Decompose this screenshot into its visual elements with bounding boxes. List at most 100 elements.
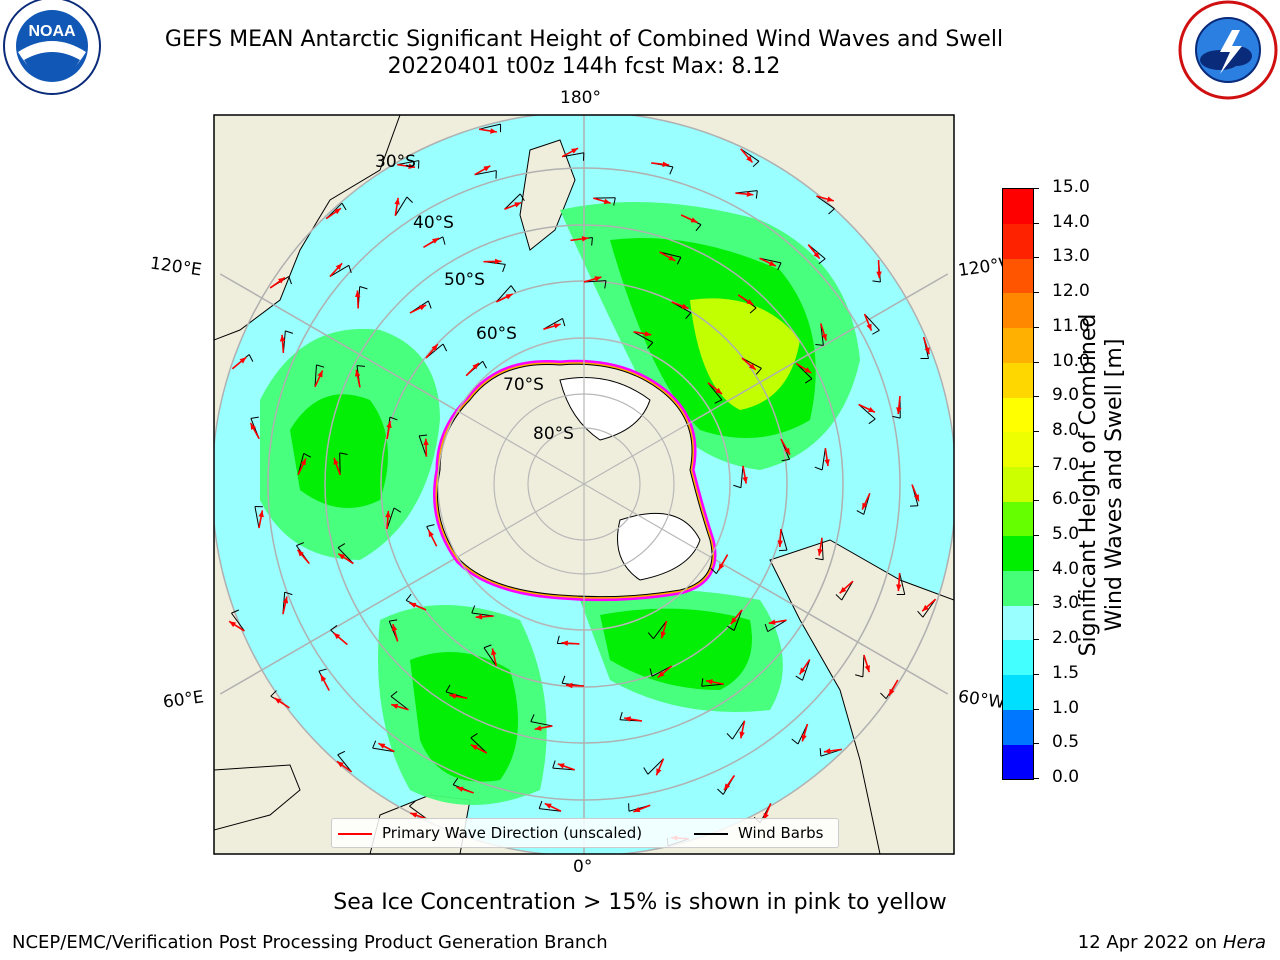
wave-arrow-head xyxy=(561,640,568,646)
colorbar-tick-label: 2.0 xyxy=(1052,628,1080,649)
wind-barb xyxy=(922,598,937,618)
colorbar-tick-label: 12.0 xyxy=(1052,281,1090,302)
colorbar-segment xyxy=(1003,744,1033,780)
wind-barb xyxy=(394,196,408,216)
wave-arrow-head xyxy=(662,161,670,167)
wave-arrow-head xyxy=(657,671,665,678)
wave-arrow-head xyxy=(624,716,631,722)
colorbar-segment xyxy=(1003,640,1033,676)
wind-barb-flag xyxy=(285,330,294,334)
wave-arrow-head xyxy=(724,783,730,791)
colorbar-tick-mark xyxy=(1033,569,1039,571)
wave-arrow-head xyxy=(491,648,497,656)
wind-barb-flag xyxy=(288,276,292,285)
wind-barb-flag xyxy=(676,257,682,265)
noaa-logo-text: NOAA xyxy=(28,23,76,40)
wind-barb-flag xyxy=(341,202,347,211)
wind-barb-flag xyxy=(804,378,813,384)
wave-arrow-head xyxy=(718,563,725,571)
footer-branch: NCEP/EMC/Verification Post Processing Pr… xyxy=(12,932,608,953)
colorbar-tick-label: 6.0 xyxy=(1052,489,1080,510)
colorbar-segment xyxy=(1003,362,1033,398)
wind-barb-flag xyxy=(231,609,239,614)
wind-barb-flag xyxy=(248,354,254,362)
wave-arrow-head xyxy=(475,614,483,620)
wave-arrow-head xyxy=(746,191,754,197)
wind-barb xyxy=(802,659,811,681)
wind-barb xyxy=(740,465,744,488)
wind-barb-flag xyxy=(764,623,769,632)
wave-arrow-head xyxy=(913,494,919,502)
wave-arrow-head xyxy=(821,333,827,341)
wind-barb xyxy=(858,404,876,420)
wind-barb-flag xyxy=(868,418,876,425)
new-zealand-land xyxy=(519,139,576,251)
sea-ice-note: Sea Ice Concentration > 15% is shown in … xyxy=(333,890,947,915)
wave-arrow-head xyxy=(279,334,286,342)
wave-arrow-head xyxy=(335,263,343,270)
colorbar-tick-label: 13.0 xyxy=(1052,246,1090,267)
wind-barb-flag xyxy=(619,711,623,720)
wave-arrow-head xyxy=(862,502,868,510)
wave-arrow-head xyxy=(799,667,806,675)
wave-arrow-head xyxy=(823,748,831,754)
wind-barb xyxy=(372,747,395,753)
wave-arrow-head xyxy=(668,255,676,261)
wind-barb xyxy=(780,528,788,551)
wind-barb xyxy=(504,193,521,210)
wave-arrow-head xyxy=(423,438,429,446)
wind-barb xyxy=(496,285,512,303)
colorbar-tick-mark xyxy=(1033,396,1039,398)
wave-arrow-head xyxy=(824,459,830,467)
wave-arrow-head xyxy=(784,447,790,455)
wind-barb-flag xyxy=(818,258,826,264)
wind-barb xyxy=(733,609,743,631)
wave-arrow-head xyxy=(565,682,573,689)
wind-barb-flag xyxy=(482,360,487,369)
wind-barb-flag xyxy=(685,312,692,319)
wave-arrow-head xyxy=(386,421,392,429)
legend-wave-swatch xyxy=(338,832,372,835)
wind-barb-flag xyxy=(406,196,413,204)
colorbar-tick-mark xyxy=(1033,639,1039,641)
wind-barb-flag xyxy=(562,318,566,327)
wave-arrow-head xyxy=(804,367,812,374)
wind-barb-flag xyxy=(872,280,881,283)
wave-arrow-head xyxy=(336,761,344,768)
wind-barb-flag xyxy=(777,262,782,271)
longitude-line-inner xyxy=(583,410,711,485)
colorbar-segment xyxy=(1003,674,1033,710)
wind-barb-flag xyxy=(519,193,525,201)
wind-barb xyxy=(862,654,865,677)
wave-arrow-head xyxy=(690,217,698,223)
wind-barb-flag xyxy=(815,343,824,346)
wind-barb xyxy=(732,720,745,740)
wave-arrow-head xyxy=(557,763,565,769)
colorbar-tick-mark xyxy=(1033,743,1039,745)
wind-barb xyxy=(562,152,584,158)
wave-arrow-head xyxy=(581,236,589,242)
wind-barb-flag xyxy=(835,594,843,601)
colorbar-tick-mark xyxy=(1033,535,1039,537)
wave-arrow-head xyxy=(813,251,820,259)
colorbar-tick-mark xyxy=(1033,188,1039,189)
wind-barb-flag xyxy=(393,507,402,513)
wind-barb-flag xyxy=(604,280,607,289)
lat-label-50s: 50°S xyxy=(444,270,485,290)
wind-barb-flag xyxy=(337,543,346,549)
wind-barb-flag xyxy=(483,644,492,649)
colorbar-tick-label: 11.0 xyxy=(1052,315,1090,336)
wind-barb xyxy=(337,547,354,564)
africa-land xyxy=(214,764,301,831)
wind-barb xyxy=(337,754,352,773)
wave-arrow-head xyxy=(768,260,776,266)
wave-zone-weddell-core xyxy=(600,608,752,690)
wave-arrow-head xyxy=(553,323,561,329)
wave-arrow-head xyxy=(456,786,464,792)
wave-arrow-head xyxy=(656,768,662,776)
wind-barb-flag xyxy=(359,286,368,290)
wind-barb-flag xyxy=(647,632,654,640)
wave-arrow-head xyxy=(274,697,282,704)
wind-barb xyxy=(409,805,428,820)
